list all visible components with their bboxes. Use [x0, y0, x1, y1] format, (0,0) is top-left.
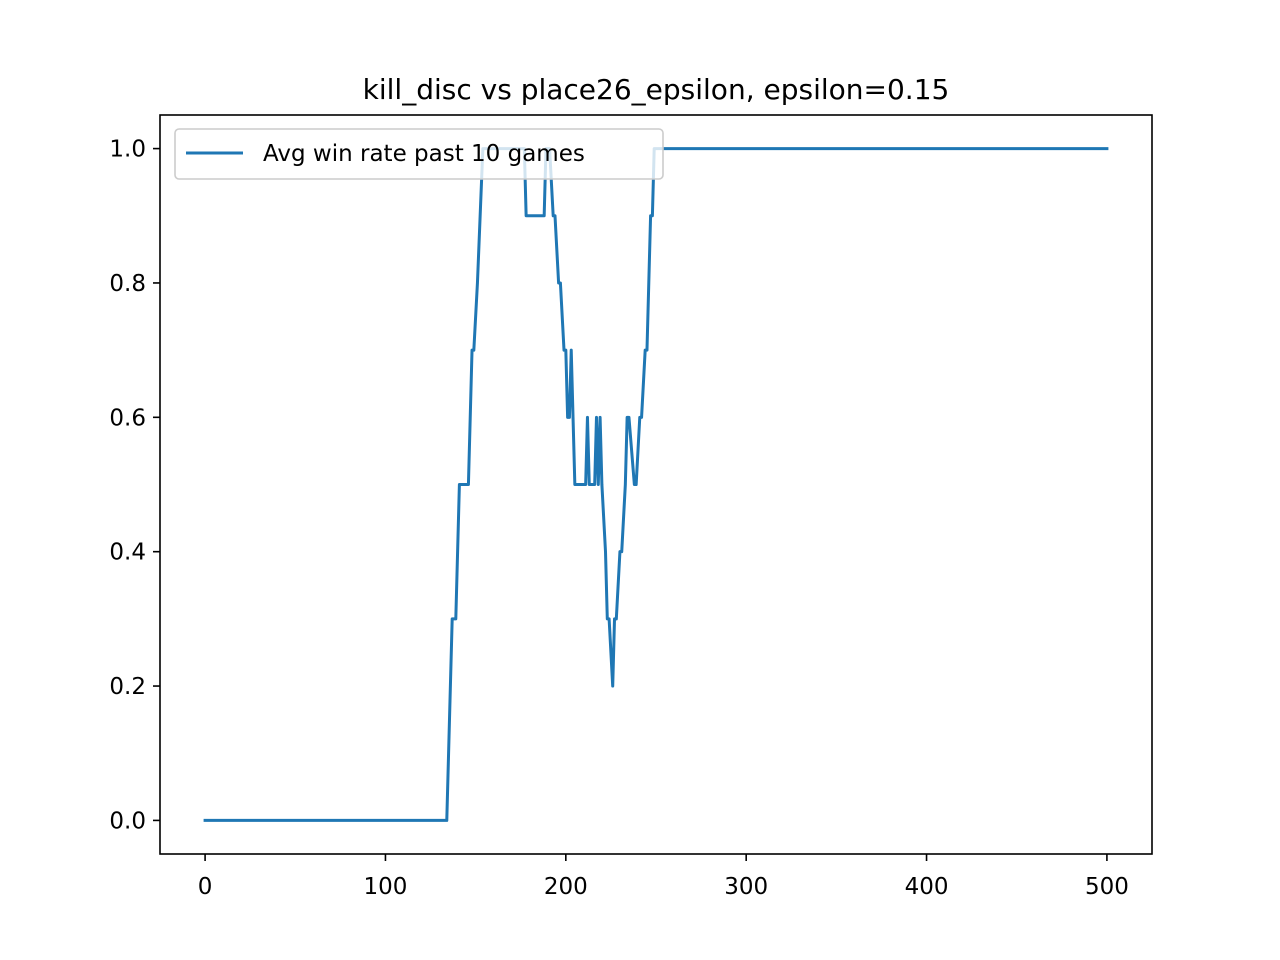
chart-title: kill_disc vs place26_epsilon, epsilon=0.…: [363, 73, 950, 106]
y-tick-label: 0.0: [109, 808, 146, 834]
legend: Avg win rate past 10 games: [174, 128, 664, 180]
x-tick-label: 100: [364, 874, 408, 900]
x-tick-label: 200: [544, 874, 588, 900]
x-tick-label: 400: [905, 874, 949, 900]
x-axis: 0 100 200 300 400 500: [198, 854, 1129, 900]
y-axis: 0.0 0.2 0.4 0.6 0.8 1.0: [109, 137, 160, 834]
plot-area-frame: [159, 114, 1153, 855]
y-tick-label: 0.8: [109, 271, 146, 297]
y-tick-label: 0.6: [109, 405, 146, 431]
x-tick-label: 500: [1085, 874, 1129, 900]
x-tick-label: 300: [724, 874, 768, 900]
y-tick-label: 0.4: [109, 540, 146, 566]
y-tick-label: 1.0: [109, 137, 146, 163]
legend-box: [174, 128, 664, 180]
x-tick-label: 0: [198, 874, 213, 900]
legend-label: Avg win rate past 10 games: [263, 141, 585, 167]
y-tick-label: 0.2: [109, 674, 146, 700]
series-layer: [203, 147, 1109, 822]
series-line-0: [203, 147, 1109, 822]
